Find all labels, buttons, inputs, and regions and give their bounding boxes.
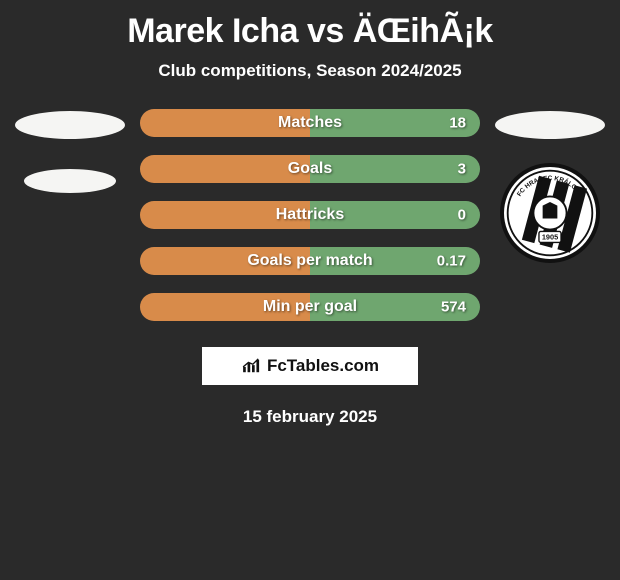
stat-label: Goals per match xyxy=(247,252,372,270)
site-logo-box: FcTables.com xyxy=(202,347,418,385)
stat-value: 574 xyxy=(441,299,466,316)
stat-label: Goals xyxy=(288,160,332,178)
page-title: Marek Icha vs ÄŒihÃ¡k xyxy=(127,12,493,51)
stat-value: 0.17 xyxy=(437,253,466,270)
stat-value: 0 xyxy=(458,207,466,224)
bar-chart-icon xyxy=(241,358,263,374)
main-area: Matches 18 Goals 3 Hattricks 0 Goals per… xyxy=(0,109,620,321)
stat-bar-matches: Matches 18 xyxy=(140,109,480,137)
stats-column: Matches 18 Goals 3 Hattricks 0 Goals per… xyxy=(140,109,480,321)
stat-label: Matches xyxy=(278,114,342,132)
date-text: 15 february 2025 xyxy=(243,407,377,427)
left-player-col xyxy=(10,109,130,193)
player-ellipse xyxy=(15,111,125,139)
club-year: 1905 xyxy=(542,233,558,242)
site-logo-text: FcTables.com xyxy=(267,356,379,376)
club-logo-svg: FC HRADEC KRÁLOVÉ 1905 xyxy=(504,167,596,259)
right-player-col: FC HRADEC KRÁLOVÉ 1905 xyxy=(490,109,610,263)
stat-bar-hattricks: Hattricks 0 xyxy=(140,201,480,229)
player-ellipse xyxy=(495,111,605,139)
player-ellipse xyxy=(24,169,116,193)
stat-label: Hattricks xyxy=(276,206,344,224)
stat-bar-mpg: Min per goal 574 xyxy=(140,293,480,321)
stat-bar-gpm: Goals per match 0.17 xyxy=(140,247,480,275)
stat-value: 3 xyxy=(458,161,466,178)
club-logo: FC HRADEC KRÁLOVÉ 1905 xyxy=(500,163,600,263)
stat-value: 18 xyxy=(449,115,466,132)
stat-bar-goals: Goals 3 xyxy=(140,155,480,183)
container: Marek Icha vs ÄŒihÃ¡k Club competitions,… xyxy=(0,0,620,580)
stat-label: Min per goal xyxy=(263,298,357,316)
subtitle: Club competitions, Season 2024/2025 xyxy=(158,61,461,81)
